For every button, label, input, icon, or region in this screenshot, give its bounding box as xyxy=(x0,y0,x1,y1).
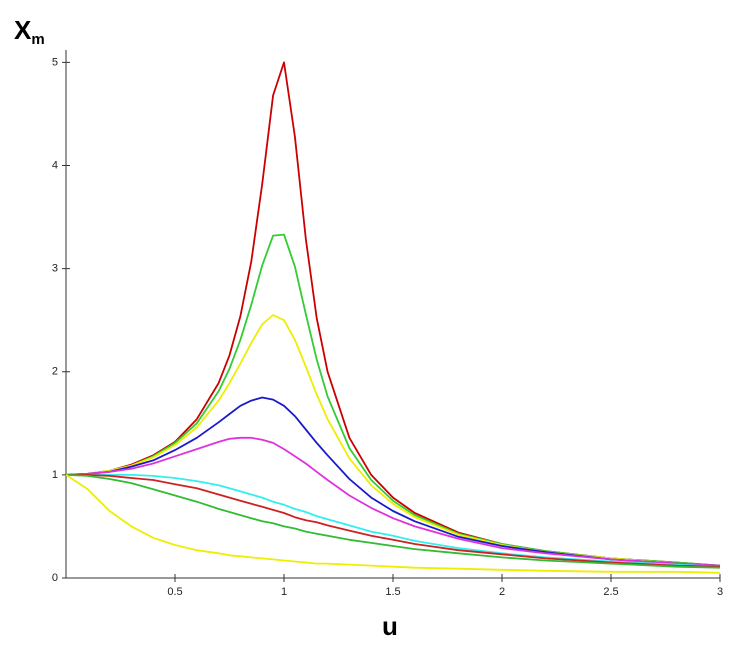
y-axis-label: Xm xyxy=(14,15,45,48)
y-tick-label: 2 xyxy=(52,366,58,378)
series-line xyxy=(65,474,721,569)
x-tick-label: 3 xyxy=(717,586,723,598)
y-tick-label: 1 xyxy=(52,469,58,481)
series-line xyxy=(66,474,721,568)
series-line xyxy=(66,474,721,568)
y-axis-label-subscript: m xyxy=(31,31,44,48)
series-line xyxy=(65,233,721,567)
y-tick-label: 4 xyxy=(52,159,58,171)
series-line xyxy=(65,396,721,567)
series-line xyxy=(65,474,721,574)
x-tick-label: 1 xyxy=(281,586,287,598)
x-tick-label: 2 xyxy=(499,586,505,598)
series-line xyxy=(65,314,721,567)
series-line xyxy=(65,436,721,567)
y-tick-label: 3 xyxy=(52,263,58,275)
x-tick-label: 0.5 xyxy=(167,586,182,598)
x-tick-label: 2.5 xyxy=(603,586,618,598)
y-tick-label: 0 xyxy=(52,572,58,584)
x-axis-label: u xyxy=(382,611,398,641)
y-axis-label-main: X xyxy=(14,15,32,45)
y-tick-label: 5 xyxy=(52,56,58,68)
series-line xyxy=(65,61,721,567)
x-tick-label: 1.5 xyxy=(385,586,400,598)
